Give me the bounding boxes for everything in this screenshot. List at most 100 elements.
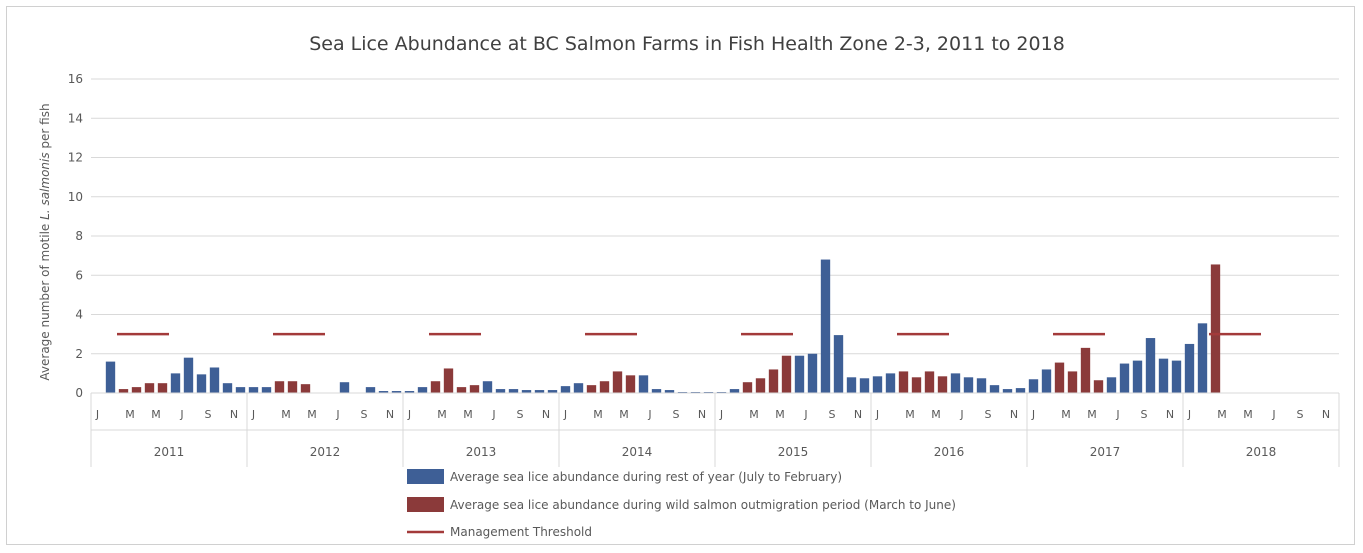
y-tick-label-2: 2 <box>75 347 83 361</box>
month-tick-2015-2: M <box>775 408 785 421</box>
bar-s2-m77 <box>1093 380 1104 393</box>
bar-s1-m32 <box>508 389 519 393</box>
bar-s1-m24 <box>404 391 415 393</box>
bar-s1-m36 <box>560 386 571 393</box>
bar-s1-m79 <box>1119 363 1130 393</box>
legend-label-threshold: Management Threshold <box>450 525 592 539</box>
year-label-2014: 2014 <box>622 445 653 459</box>
bar-s1-m35 <box>547 390 558 393</box>
bar-s1-m1 <box>105 361 116 393</box>
month-tick-2015-5: N <box>854 408 862 421</box>
y-axis-label-part-3: per fish <box>38 103 52 152</box>
chart-title: Sea Lice Abundance at BC Salmon Farms in… <box>309 33 1065 55</box>
bar-s1-m6 <box>170 373 181 393</box>
legend: Average sea lice abundance during rest o… <box>407 469 956 539</box>
month-tick-2017-4: S <box>1141 408 1148 421</box>
bar-s1-m25 <box>417 387 428 393</box>
month-tick-2016-1: M <box>905 408 915 421</box>
bar-s1-m37 <box>573 383 584 393</box>
month-tick-2015-4: S <box>829 408 836 421</box>
y-tick-label-4: 4 <box>75 308 83 322</box>
bar-s1-m19 <box>339 382 350 393</box>
bar-s1-m10 <box>222 383 233 393</box>
bar-s1-m49 <box>729 389 740 393</box>
bar-s1-m8 <box>196 374 207 393</box>
bar-s2-m51 <box>755 378 766 393</box>
bars <box>105 259 1221 393</box>
month-tick-2016-0: J <box>875 408 879 421</box>
month-tick-2011-3: J <box>179 408 183 421</box>
gridlines <box>91 78 1339 394</box>
year-label-2018: 2018 <box>1246 445 1277 459</box>
bar-s2-m4 <box>144 383 155 393</box>
bar-s1-m66 <box>950 373 961 393</box>
y-tick-label-10: 10 <box>68 190 83 204</box>
month-tick-2014-1: M <box>593 408 603 421</box>
bar-s1-m21 <box>365 387 376 393</box>
bar-s2-m53 <box>781 355 792 393</box>
y-tick-label-16: 16 <box>68 72 83 86</box>
bar-s1-m61 <box>885 373 896 393</box>
y-tick-label-6: 6 <box>75 268 83 282</box>
y-tick-labels: 0 2 4 6 8 10 12 14 16 <box>68 72 83 400</box>
year-label-2011: 2011 <box>154 445 185 459</box>
bar-s1-m81 <box>1145 338 1156 393</box>
bar-s2-m5 <box>157 383 168 393</box>
legend-label-outmigration: Average sea lice abundance during wild s… <box>450 498 956 512</box>
x-axis: J M M J S N 2011 J M M J S N 2012 J M M J S N 2013 J M M J S N 2014… <box>90 392 1340 467</box>
bar-s2-m3 <box>131 387 142 393</box>
bar-s1-m73 <box>1041 369 1052 393</box>
month-tick-2012-2: M <box>307 408 317 421</box>
month-tick-2016-3: J <box>959 408 963 421</box>
bar-s2-m40 <box>612 371 623 393</box>
year-label-2012: 2012 <box>310 445 341 459</box>
bar-s2-m29 <box>469 385 480 393</box>
bar-s2-m76 <box>1080 347 1091 393</box>
bar-s1-m68 <box>976 378 987 393</box>
bar-s1-m11 <box>235 387 246 393</box>
bar-s1-m7 <box>183 357 194 393</box>
month-tick-2011-0: J <box>95 408 99 421</box>
y-tick-label-0: 0 <box>75 386 83 400</box>
bar-s1-m56 <box>820 259 831 393</box>
month-tick-2013-4: S <box>517 408 524 421</box>
month-tick-2012-0: J <box>251 408 255 421</box>
month-tick-2012-1: M <box>281 408 291 421</box>
bar-s1-m22 <box>378 391 389 393</box>
month-tick-2014-4: S <box>673 408 680 421</box>
month-tick-2017-0: J <box>1031 408 1035 421</box>
bar-s1-m83 <box>1171 360 1182 393</box>
bar-s1-m70 <box>1002 389 1013 393</box>
month-tick-2015-0: J <box>719 408 723 421</box>
bar-s1-m69 <box>989 385 1000 393</box>
bar-s2-m14 <box>274 381 285 393</box>
month-tick-2017-3: J <box>1115 408 1119 421</box>
bar-s2-m39 <box>599 381 610 393</box>
year-label-2017: 2017 <box>1090 445 1121 459</box>
y-axis-label-part-1: Average number of motile <box>38 220 52 381</box>
month-tick-2013-1: M <box>437 408 447 421</box>
y-tick-label-12: 12 <box>68 151 83 165</box>
month-tick-2013-5: N <box>542 408 550 421</box>
y-tick-label-8: 8 <box>75 229 83 243</box>
bar-s1-m43 <box>651 389 662 393</box>
month-tick-2016-2: M <box>931 408 941 421</box>
month-tick-2014-3: J <box>647 408 651 421</box>
bar-s1-m78 <box>1106 377 1117 393</box>
month-tick-2012-5: N <box>386 408 394 421</box>
bar-s1-m59 <box>859 378 870 393</box>
bar-s2-m28 <box>456 387 467 393</box>
month-tick-2018-5: N <box>1322 408 1330 421</box>
month-tick-2015-3: J <box>803 408 807 421</box>
month-tick-2013-3: J <box>491 408 495 421</box>
bar-s1-m84 <box>1184 343 1195 393</box>
bar-s1-m33 <box>521 390 532 393</box>
year-label-2015: 2015 <box>778 445 809 459</box>
month-tick-2011-4: S <box>205 408 212 421</box>
bar-s1-m60 <box>872 376 883 393</box>
y-axis-label: Average number of motile L. salmonis per… <box>38 103 52 380</box>
chart-frame: Sea Lice Abundance at BC Salmon Farms in… <box>6 6 1355 545</box>
bar-s2-m16 <box>300 384 311 393</box>
bar-s2-m15 <box>287 381 298 393</box>
y-tick-label-14: 14 <box>68 111 83 125</box>
